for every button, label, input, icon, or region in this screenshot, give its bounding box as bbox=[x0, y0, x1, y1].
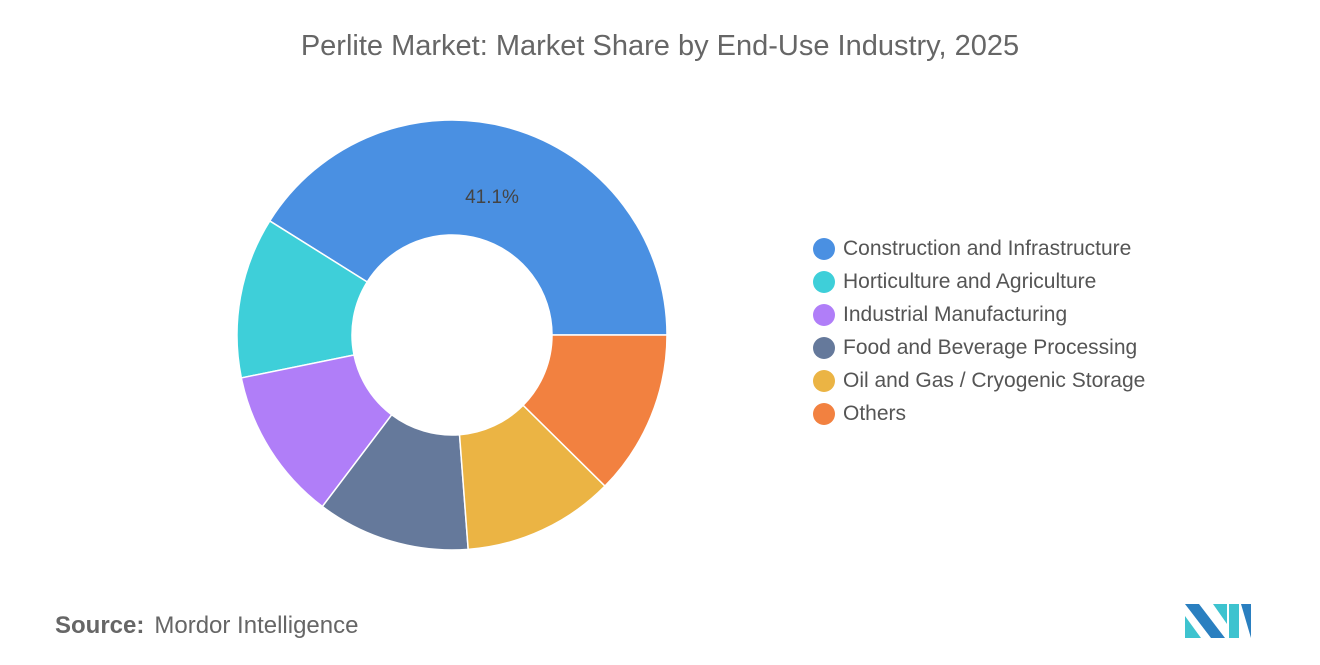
legend-item: Food and Beverage Processing bbox=[813, 331, 1145, 364]
legend-item: Oil and Gas / Cryogenic Storage bbox=[813, 364, 1145, 397]
slice-others bbox=[522, 334, 668, 488]
legend-label: Construction and Infrastructure bbox=[843, 236, 1132, 260]
chart-title: Perlite Market: Market Share by End-Use … bbox=[300, 30, 1020, 62]
legend: Construction and Infrastructure Horticult… bbox=[813, 232, 1145, 430]
legend-label: Horticulture and Agriculture bbox=[843, 269, 1097, 293]
legend-label: Industrial Manufacturing bbox=[843, 302, 1068, 326]
legend-swatch bbox=[813, 237, 835, 260]
legend-label: Oil and Gas / Cryogenic Storage bbox=[843, 368, 1146, 392]
legend-label: Food and Beverage Processing bbox=[843, 335, 1138, 359]
legend-swatch bbox=[813, 270, 835, 293]
legend-swatch bbox=[813, 303, 835, 326]
legend-swatch bbox=[813, 336, 835, 359]
legend-item: Construction and Infrastructure bbox=[813, 232, 1145, 265]
legend-item: Others bbox=[813, 397, 1145, 430]
source-value: Mordor Intelligence bbox=[154, 612, 359, 639]
slice-construction-and-infrastructure bbox=[268, 119, 668, 336]
legend-item: Industrial Manufacturing bbox=[813, 298, 1145, 331]
legend-item: Horticulture and Agriculture bbox=[813, 265, 1145, 298]
legend-swatch bbox=[813, 369, 835, 392]
source-label: Source: bbox=[55, 612, 145, 639]
source-note: Source: Mordor Intelligence bbox=[55, 612, 358, 640]
donut-chart: 41.1% bbox=[236, 119, 668, 551]
mordor-logo bbox=[1185, 604, 1251, 638]
legend-label: Others bbox=[843, 401, 907, 425]
legend-swatch bbox=[813, 402, 835, 425]
data-label: 41.1% bbox=[465, 187, 519, 208]
